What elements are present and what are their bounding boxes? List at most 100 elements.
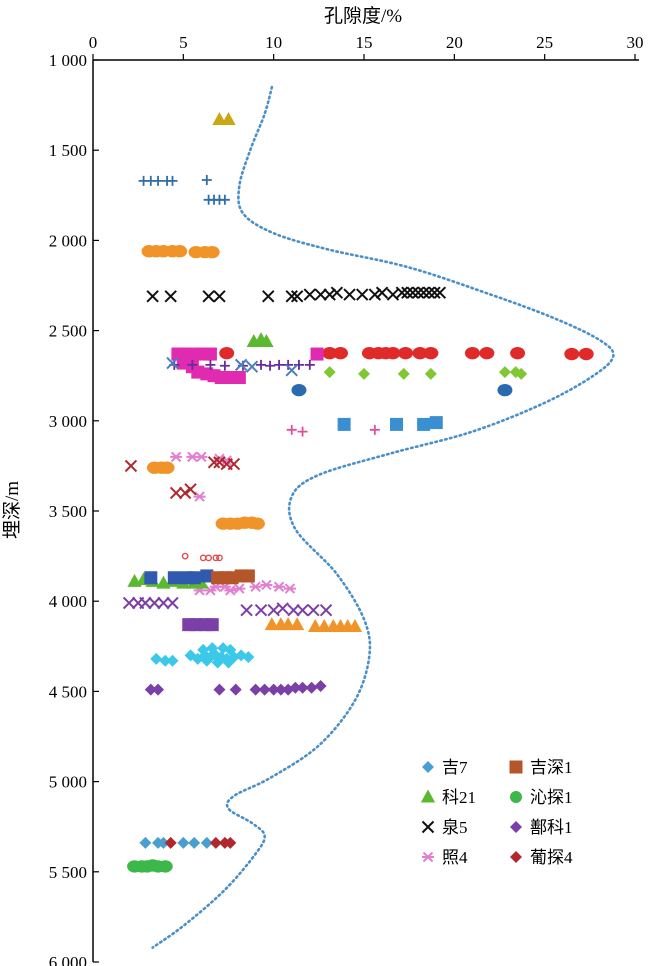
legend-item: 科21 (420, 788, 476, 807)
data-point (287, 604, 300, 617)
data-point (262, 290, 275, 303)
data-point (153, 175, 164, 186)
data-series (144, 679, 327, 696)
data-point (203, 347, 217, 361)
data-series (122, 596, 333, 617)
legend-item: 葡探4 (510, 848, 573, 867)
data-point (213, 290, 226, 303)
data-point (285, 364, 298, 377)
data-series (124, 456, 241, 500)
data-point (216, 554, 223, 562)
data-point (464, 346, 480, 360)
data-point (166, 356, 179, 370)
legend-item: 沁探1 (510, 788, 573, 807)
data-series (138, 174, 230, 205)
data-point (259, 333, 274, 347)
y-tick-label: 5 000 (49, 773, 87, 792)
data-point (283, 583, 296, 594)
legend-marker (422, 851, 434, 863)
data-point (219, 360, 230, 371)
data-point (219, 346, 235, 360)
data-series (211, 569, 255, 585)
data-point (221, 112, 236, 126)
data-point (337, 417, 351, 431)
data-point (249, 581, 262, 592)
data-point (398, 346, 414, 360)
data-point (170, 451, 183, 463)
x-axis-ticks: 0 5 10 15 20 25 30 (89, 33, 644, 60)
data-point (169, 486, 183, 500)
data-point (319, 604, 333, 617)
data-point (139, 836, 152, 849)
data-point (347, 618, 363, 632)
y-axis-title: 埋深/m (1, 481, 23, 539)
legend-item: 泉5 (421, 818, 468, 837)
data-point (144, 683, 157, 696)
data-series (150, 642, 255, 669)
data-point (159, 654, 172, 667)
data-point (157, 596, 170, 610)
data-point (412, 346, 428, 360)
data-point (422, 286, 436, 299)
data-point (184, 483, 197, 496)
data-point (224, 836, 237, 849)
data-point (187, 571, 201, 585)
data-point (197, 643, 210, 656)
data-point (267, 683, 280, 696)
data-point (417, 417, 431, 431)
legend-label: 沁探1 (530, 788, 573, 807)
data-point (200, 654, 213, 667)
data-series (127, 859, 173, 873)
x-tick-label: 20 (446, 33, 463, 52)
data-point (274, 683, 287, 696)
data-point (283, 359, 294, 370)
data-point (224, 643, 237, 656)
data-point (296, 604, 309, 617)
data-point (411, 286, 425, 299)
data-point (242, 651, 255, 664)
data-point (164, 290, 177, 303)
data-point (317, 618, 332, 632)
legend-item: 吉深1 (509, 758, 573, 777)
data-point (308, 618, 323, 632)
data-point (222, 656, 235, 669)
data-point (498, 366, 511, 379)
data-point (314, 679, 327, 692)
data-series (246, 332, 274, 347)
data-point (224, 585, 237, 596)
data-point (358, 367, 370, 380)
legend-label: 吉7 (442, 758, 468, 777)
trend-curve-layer (151, 85, 615, 949)
y-axis-ticks: 1 000 1 500 2 000 2 500 3 000 3 500 4 000 4 500… (49, 51, 99, 966)
data-series (291, 383, 513, 397)
data-point (234, 358, 248, 372)
legend-marker (510, 851, 522, 863)
data-point (195, 451, 208, 463)
data-point (564, 347, 580, 361)
data-point (204, 245, 220, 259)
data-point (314, 288, 327, 301)
y-tick-label: 4 000 (49, 592, 87, 611)
data-point (157, 860, 173, 873)
x-tick-label: 25 (536, 33, 553, 52)
y-tick-label: 5 500 (49, 863, 87, 882)
data-point (293, 359, 304, 370)
data-series (141, 245, 220, 259)
data-point (256, 359, 267, 370)
data-series (182, 618, 219, 632)
data-point (401, 286, 414, 299)
legend-label: 葡探4 (530, 848, 573, 867)
data-point (274, 359, 285, 370)
data-point (205, 554, 213, 562)
data-point (510, 346, 526, 360)
data-point (429, 416, 443, 430)
data-point (206, 642, 219, 655)
data-point (323, 288, 336, 301)
data-point (139, 596, 152, 610)
data-point (390, 417, 404, 431)
data-point (385, 346, 401, 360)
y-tick-label: 2 000 (49, 231, 87, 250)
data-point (212, 112, 227, 126)
x-axis-title: 孔隙度/% (324, 5, 402, 27)
